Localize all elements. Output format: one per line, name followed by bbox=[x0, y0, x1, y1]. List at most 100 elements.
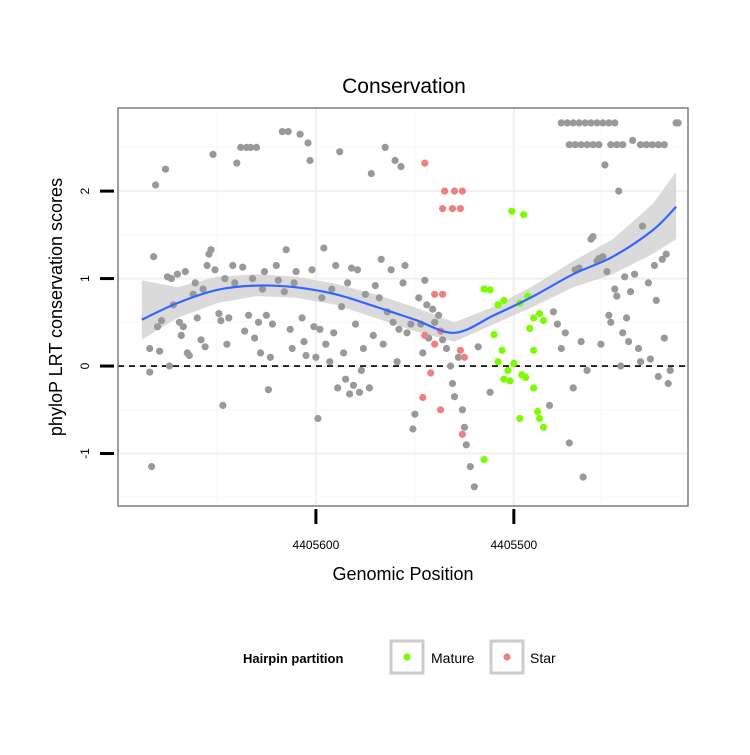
other-point bbox=[359, 344, 367, 353]
other-point bbox=[621, 273, 629, 281]
other-point bbox=[207, 246, 215, 254]
other-point bbox=[407, 320, 415, 328]
other-point bbox=[627, 288, 635, 296]
other-point bbox=[221, 275, 229, 283]
other-point bbox=[619, 329, 627, 337]
other-point bbox=[403, 329, 411, 337]
other-point bbox=[284, 128, 292, 136]
other-point bbox=[629, 136, 637, 144]
smooth-line bbox=[141, 206, 677, 334]
other-point bbox=[654, 141, 662, 149]
other-point bbox=[636, 141, 645, 149]
other-point bbox=[296, 130, 304, 138]
star-points bbox=[419, 159, 468, 438]
other-point bbox=[613, 292, 621, 300]
other-point bbox=[466, 463, 474, 471]
other-point bbox=[423, 301, 431, 309]
other-point bbox=[589, 141, 597, 149]
other-point bbox=[146, 344, 154, 353]
other-point bbox=[288, 344, 296, 353]
other-points bbox=[146, 119, 682, 491]
other-point bbox=[674, 119, 682, 127]
y-tick-label: -1 bbox=[78, 448, 92, 459]
star-point bbox=[439, 290, 447, 298]
other-point bbox=[589, 233, 597, 241]
other-point bbox=[409, 425, 417, 433]
other-point bbox=[340, 349, 348, 357]
star-point bbox=[460, 353, 468, 361]
mature-point bbox=[500, 375, 508, 383]
legend-entry-star: Star bbox=[489, 639, 556, 675]
other-point bbox=[302, 351, 310, 360]
mature-point bbox=[536, 414, 544, 423]
other-point bbox=[638, 222, 647, 230]
other-point bbox=[217, 317, 225, 325]
other-point bbox=[249, 275, 257, 283]
mature-point bbox=[530, 346, 538, 354]
other-point bbox=[642, 141, 651, 149]
other-point bbox=[395, 325, 403, 333]
x-axis-label: Genomic Position bbox=[332, 564, 473, 584]
other-point bbox=[177, 331, 185, 339]
other-point bbox=[332, 261, 340, 270]
other-point bbox=[167, 275, 175, 283]
other-point bbox=[377, 255, 385, 263]
y-tick-label: 1 bbox=[78, 275, 92, 282]
other-point bbox=[290, 279, 298, 287]
star-point bbox=[421, 159, 429, 167]
other-point bbox=[357, 366, 365, 374]
other-point bbox=[233, 159, 241, 167]
other-point bbox=[351, 320, 360, 328]
other-point bbox=[371, 282, 379, 290]
chart-title: Conservation bbox=[342, 75, 466, 98]
other-point bbox=[316, 325, 324, 333]
mature-point bbox=[508, 207, 516, 215]
other-point bbox=[391, 156, 399, 165]
other-point bbox=[569, 119, 577, 127]
other-point bbox=[549, 308, 558, 316]
other-point bbox=[631, 270, 639, 278]
star-point bbox=[431, 340, 439, 348]
other-point bbox=[565, 439, 573, 447]
other-point bbox=[237, 143, 245, 151]
other-point bbox=[601, 161, 609, 169]
mature-point bbox=[480, 285, 488, 293]
star-point bbox=[421, 331, 429, 339]
other-point bbox=[274, 276, 282, 284]
other-point bbox=[613, 141, 621, 149]
star-point bbox=[427, 369, 435, 377]
other-point bbox=[292, 268, 300, 276]
other-point bbox=[272, 261, 280, 270]
mature-point bbox=[530, 384, 538, 392]
other-point bbox=[154, 323, 162, 331]
other-point bbox=[264, 386, 272, 394]
other-point bbox=[569, 384, 577, 392]
other-point bbox=[446, 362, 455, 370]
x-axis: 4405600 4405500 bbox=[293, 509, 538, 552]
other-point bbox=[330, 329, 338, 337]
other-point bbox=[306, 156, 314, 165]
other-point bbox=[165, 362, 174, 370]
other-point bbox=[148, 463, 156, 471]
other-point bbox=[617, 362, 625, 370]
mature-point bbox=[494, 301, 502, 309]
star-point bbox=[437, 406, 445, 414]
mature-point bbox=[539, 317, 548, 325]
mature-point bbox=[490, 331, 498, 339]
other-point bbox=[231, 279, 239, 287]
other-point bbox=[280, 288, 288, 296]
other-point bbox=[157, 317, 166, 325]
other-point bbox=[583, 366, 591, 374]
other-point bbox=[439, 336, 447, 344]
other-point bbox=[298, 314, 306, 322]
other-point bbox=[318, 294, 326, 302]
mature-point bbox=[510, 359, 518, 367]
other-point bbox=[486, 388, 494, 396]
other-point bbox=[415, 294, 423, 302]
other-point bbox=[353, 266, 362, 274]
other-point bbox=[393, 358, 401, 366]
star-point bbox=[456, 346, 464, 354]
other-point bbox=[197, 336, 205, 344]
star-point bbox=[458, 187, 466, 195]
other-point bbox=[209, 150, 217, 158]
